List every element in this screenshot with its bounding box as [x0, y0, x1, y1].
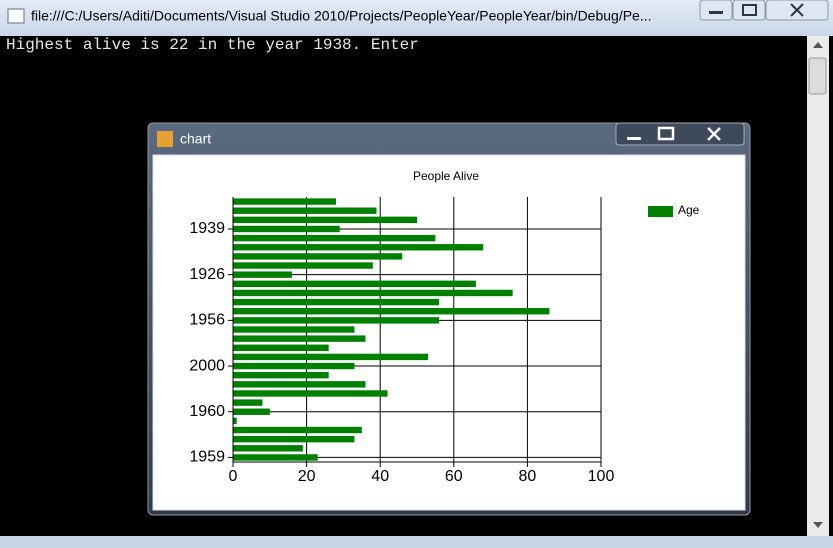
- bar: [233, 426, 362, 434]
- bar: [233, 381, 366, 388]
- minimize-button[interactable]: [699, 0, 733, 21]
- console-text: Highest alive is 22 in the year 1938. En…: [6, 36, 419, 54]
- bar: [233, 234, 436, 242]
- x-tick-label: 20: [298, 468, 316, 485]
- x-tick-label: 100: [588, 468, 615, 485]
- y-tick-label: 1939: [189, 220, 225, 237]
- scroll-up[interactable]: [813, 42, 823, 48]
- scrollbar[interactable]: [807, 36, 829, 536]
- scroll-thumb[interactable]: [808, 57, 827, 95]
- plot: 0 20 40 60 80 100 1959 1960 2000 1956 1926 1939 Age: [189, 197, 700, 485]
- y-tick-label: 2000: [189, 357, 225, 374]
- x-tick-label: 60: [445, 468, 463, 485]
- chart-title: People Alive: [413, 169, 479, 183]
- bar: [233, 298, 440, 306]
- close-icon: [707, 127, 721, 141]
- title-bar: [0, 0, 833, 36]
- maximize-icon: [742, 4, 757, 16]
- bar: [233, 271, 292, 278]
- x-tick-label: 0: [229, 468, 238, 485]
- maximize-icon: [657, 126, 675, 141]
- bar: [233, 417, 237, 425]
- bar: [233, 390, 388, 397]
- window-title: file:///C:/Users/Aditi/Documents/Visual …: [31, 8, 652, 24]
- y-tick-label: 1926: [189, 266, 225, 283]
- y-tick-label: 1959: [189, 449, 225, 466]
- bar: [233, 344, 329, 351]
- bar: [233, 280, 476, 288]
- bar: [233, 207, 377, 214]
- maximize-button[interactable]: [732, 0, 766, 21]
- minimize-icon: [709, 11, 723, 14]
- bar: [233, 335, 366, 342]
- bar: [233, 253, 403, 260]
- bar: [233, 435, 355, 443]
- y-tick-label: 1960: [189, 403, 225, 420]
- bar: [233, 371, 329, 379]
- bar: [233, 289, 513, 297]
- bar: [233, 198, 337, 205]
- legend-label: Age: [678, 203, 700, 217]
- bar: [233, 308, 550, 315]
- bar: [233, 244, 484, 251]
- chart-icon: [157, 131, 173, 147]
- legend-swatch: [648, 206, 673, 217]
- bar: [233, 326, 355, 333]
- scroll-down[interactable]: [813, 522, 823, 528]
- y-tick-label: 1956: [189, 312, 225, 329]
- bar: [233, 399, 263, 406]
- chart-window-title: chart: [180, 131, 211, 147]
- bar: [233, 408, 270, 415]
- bar: [233, 454, 318, 461]
- app-icon: [7, 8, 25, 24]
- bar: [233, 317, 440, 324]
- x-tick-label: 80: [519, 468, 537, 485]
- bar: [233, 445, 303, 452]
- close-icon: [790, 3, 804, 17]
- bar: [233, 262, 373, 269]
- x-tick-label: 40: [371, 468, 389, 485]
- bar: [233, 362, 355, 370]
- bar: [233, 353, 429, 361]
- bar: [233, 225, 340, 233]
- window-border: [0, 536, 833, 548]
- window-controls[interactable]: [615, 122, 745, 146]
- bar: [233, 216, 417, 224]
- minimize-icon: [627, 137, 641, 140]
